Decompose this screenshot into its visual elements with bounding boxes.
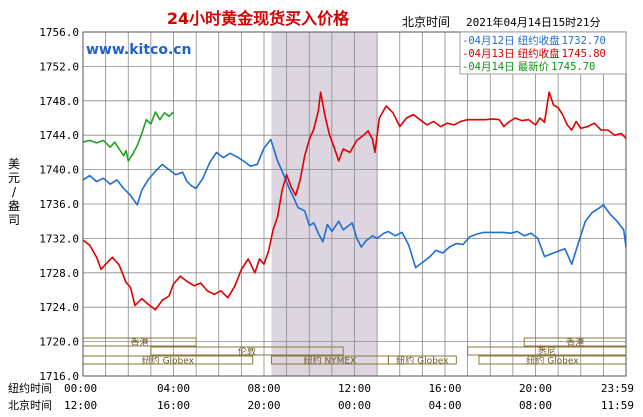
x-tick-ny: 23:59 <box>601 382 634 395</box>
market-session-label: 伦敦 <box>238 346 256 358</box>
y-tick-label: 1748.0 <box>39 95 79 108</box>
market-session-label: 香港 <box>131 337 149 349</box>
market-session-bar <box>150 346 344 356</box>
market-session-label: 香港 <box>566 337 584 349</box>
market-session-label: 纽约 Globex <box>526 355 579 367</box>
y-tick-label: 1716.0 <box>39 370 79 383</box>
legend-entry: -04月12日 纽约收盘 1732.70 <box>462 34 606 47</box>
timestamp: 2021年04月14日15时21分 <box>466 15 600 29</box>
x-tick-bj: 04:00 <box>428 399 461 412</box>
y-tick-label: 1724.0 <box>39 301 79 314</box>
x-axis-ny-label: 纽约时间 <box>8 381 52 395</box>
y-axis-label-char: / <box>12 185 17 199</box>
legend-value: 1745.80 <box>562 48 606 60</box>
legend-entry: -04月14日 最新价 1745.70 <box>462 60 595 73</box>
y-axis-label-char: 美 <box>8 157 20 171</box>
x-tick-ny: 16:00 <box>428 382 461 395</box>
legend-date: -04月13日 <box>462 48 515 60</box>
market-session-label: 纽约 NYMEX <box>304 355 357 367</box>
y-axis-label: 美元/盎司 <box>8 157 20 227</box>
x-axis-bj-label: 北京时间 <box>8 398 52 412</box>
legend: -04月12日 纽约收盘 1732.70-04月13日 纽约收盘 1745.80-04月… <box>459 31 627 75</box>
chart-title: 24小时黄金现货买入价格 <box>167 9 350 28</box>
legend-kind: 纽约收盘 <box>518 34 560 47</box>
watermark: www.kitco.cn <box>86 42 192 58</box>
price-series-line-2 <box>82 111 175 162</box>
legend-date: -04月12日 <box>462 35 515 47</box>
y-tick-label: 1744.0 <box>39 129 79 142</box>
x-tick-ny: 12:00 <box>338 382 371 395</box>
x-tick-ny: 04:00 <box>157 382 190 395</box>
y-tick-label: 1732.0 <box>39 232 79 245</box>
plot-area: 1756.0 1752.0 1748.0 1744.0 1740.0 1736.0 1732… <box>39 26 627 383</box>
x-tick-bj: 00:00 <box>338 399 371 412</box>
legend-kind: 最新价 <box>518 60 550 73</box>
y-tick-label: 1720.0 <box>39 336 79 349</box>
legend-date: -04月14日 <box>462 61 515 73</box>
x-tick-bj: 11:59 <box>601 399 634 412</box>
legend-box <box>459 31 627 75</box>
y-tick-label: 1756.0 <box>39 26 79 39</box>
y-tick-label: 1728.0 <box>39 267 79 280</box>
y-axis-label-char: 盎 <box>8 199 20 213</box>
x-tick-ny: 00:00 <box>64 382 97 395</box>
legend-value: 1745.70 <box>551 61 595 73</box>
x-tick-bj: 12:00 <box>64 399 97 412</box>
y-tick-label: 1752.0 <box>39 60 79 73</box>
y-tick-label: 1740.0 <box>39 164 79 177</box>
legend-entry: -04月13日 纽约收盘 1745.80 <box>462 47 606 60</box>
y-tick-label: 1736.0 <box>39 198 79 211</box>
x-tick-bj: 20:00 <box>247 399 280 412</box>
market-session-bar <box>387 355 457 365</box>
legend-kind: 纽约收盘 <box>518 47 560 60</box>
x-tick-ny: 08:00 <box>247 382 280 395</box>
plot-border <box>82 31 627 377</box>
y-axis-label-char: 司 <box>8 213 20 227</box>
y-axis-label-char: 元 <box>8 171 20 185</box>
timezone-label: 北京时间 <box>402 15 450 29</box>
x-tick-bj: 16:00 <box>157 399 190 412</box>
market-session-label: 纽约 Globex <box>396 355 449 367</box>
legend-value: 1732.70 <box>562 35 606 47</box>
x-tick-bj: 08:00 <box>519 399 552 412</box>
market-session-label: 悉尼 <box>538 346 556 358</box>
x-tick-ny: 20:00 <box>519 382 552 395</box>
price-series-line-0 <box>82 138 627 269</box>
market-session-label: 纽约 Globex <box>142 355 195 367</box>
price-series-line-1 <box>82 91 627 311</box>
